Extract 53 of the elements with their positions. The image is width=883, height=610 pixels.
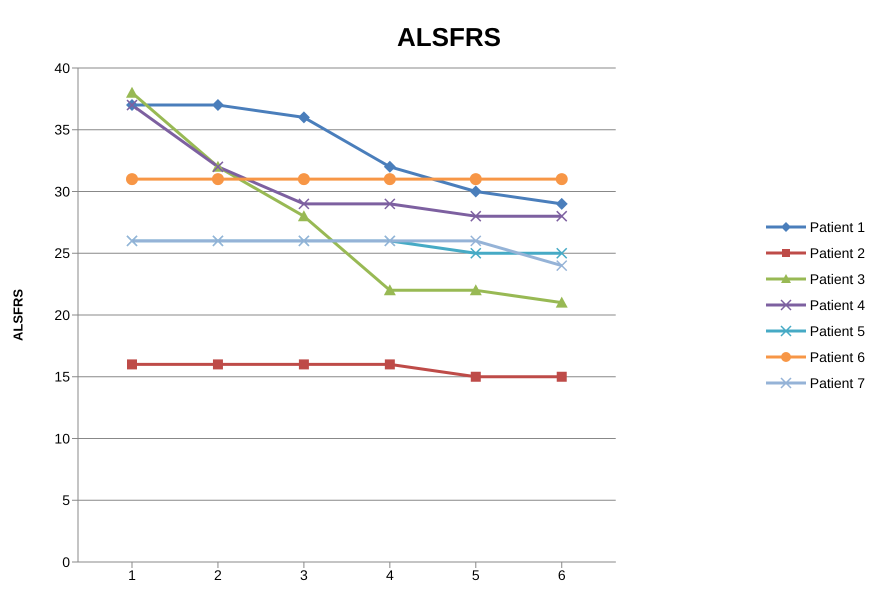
- point: [126, 86, 138, 98]
- point: [298, 173, 310, 186]
- point: [384, 198, 396, 210]
- point: [384, 284, 396, 296]
- x-tick-label: 3: [300, 566, 308, 583]
- y-tick-label: 20: [54, 306, 70, 323]
- legend-label: Patient 7: [810, 375, 865, 391]
- point: [470, 248, 482, 259]
- point: [556, 198, 568, 210]
- point: [556, 248, 568, 259]
- legend-label: Patient 3: [810, 271, 865, 287]
- point: [470, 235, 482, 247]
- legend-label: Patient 2: [810, 245, 865, 261]
- point: [298, 359, 309, 370]
- legend-label: Patient 5: [810, 323, 865, 339]
- x-tick-label: 5: [472, 566, 480, 583]
- y-tick-label: 25: [54, 245, 70, 262]
- x-tick-label: 2: [214, 566, 222, 583]
- point: [384, 160, 396, 173]
- legend-label: Patient 4: [810, 297, 865, 313]
- point: [470, 173, 482, 186]
- y-tick-label: 30: [54, 183, 70, 200]
- y-tick-label: 0: [62, 554, 70, 570]
- point: [556, 372, 567, 382]
- point: [384, 359, 395, 370]
- point: [556, 296, 568, 308]
- y-tick-label: 10: [54, 430, 70, 446]
- y-tick-label: 35: [54, 122, 70, 138]
- x-tick-label: 4: [386, 566, 394, 583]
- x-tick-label: 6: [558, 566, 566, 583]
- point: [212, 359, 223, 370]
- point: [127, 359, 137, 370]
- point: [384, 173, 396, 186]
- legend-label: Patient 1: [810, 219, 865, 235]
- y-tick-label: 15: [54, 368, 70, 385]
- point: [298, 198, 310, 210]
- y-tick-label: 5: [62, 492, 70, 508]
- point: [298, 111, 310, 124]
- point: [298, 210, 310, 222]
- point: [126, 173, 138, 186]
- point: [212, 173, 224, 186]
- point: [470, 210, 482, 222]
- legend-label: Patient 6: [810, 349, 865, 365]
- y-tick-label: 40: [54, 60, 70, 76]
- point: [470, 372, 481, 382]
- point: [556, 210, 568, 222]
- point: [556, 260, 568, 272]
- x-tick-label: 1: [128, 566, 136, 583]
- y-axis-title: ALSFRS: [10, 288, 26, 341]
- point: [556, 173, 568, 186]
- chart-title: ALSFRS: [397, 22, 501, 52]
- point: [470, 186, 482, 198]
- point: [470, 284, 482, 296]
